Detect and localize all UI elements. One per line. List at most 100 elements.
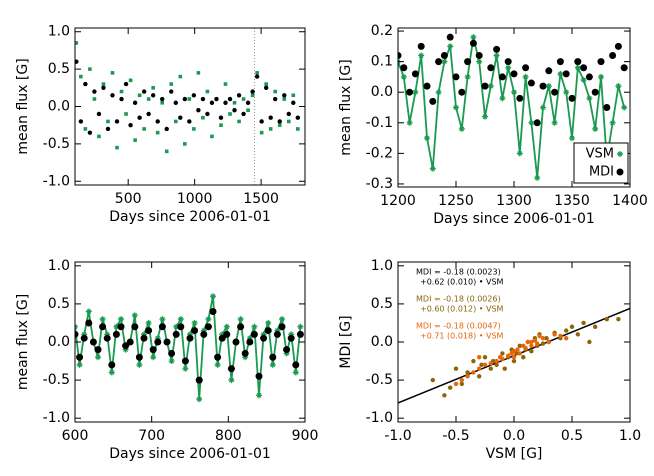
marker	[178, 74, 183, 79]
y-tick-label: 0.5	[48, 296, 70, 312]
annotation: +0.71 (0.018) • VSM	[420, 332, 504, 341]
marker	[412, 89, 419, 96]
marker	[286, 111, 291, 117]
marker	[191, 319, 198, 326]
series	[398, 34, 628, 181]
marker	[598, 73, 604, 80]
marker	[517, 343, 522, 349]
x-axis-label: VSM [G]	[486, 446, 543, 462]
marker	[181, 357, 189, 365]
marker	[237, 119, 241, 124]
marker	[506, 353, 511, 358]
marker	[122, 342, 130, 350]
marker	[177, 316, 184, 323]
x-tick-label: 500	[115, 191, 142, 207]
series	[75, 308, 304, 384]
panel: 600 700 800 900 -1.0 -0.5 0.0 0.5 1.0 Days since …	[15, 258, 318, 462]
y-tick-label: 0.1	[371, 54, 393, 70]
marker	[465, 374, 470, 379]
marker	[183, 142, 187, 146]
axes-box	[74, 27, 306, 186]
x-tick-label: 1300	[496, 193, 532, 209]
marker	[128, 78, 133, 83]
marker	[146, 111, 151, 117]
plot-area	[75, 28, 301, 185]
marker	[430, 377, 435, 383]
marker	[209, 308, 217, 316]
marker	[539, 82, 547, 90]
marker	[418, 52, 425, 59]
y-tick-label: -0.3	[366, 176, 393, 192]
marker	[260, 334, 268, 342]
marker	[609, 52, 617, 60]
marker	[118, 316, 124, 323]
marker	[291, 93, 296, 98]
marker	[603, 104, 611, 111]
marker	[97, 134, 101, 139]
marker	[223, 82, 228, 86]
marker	[564, 328, 569, 333]
y-tick-label: -1.0	[366, 410, 393, 426]
y-tick-label: 0.5	[48, 61, 70, 77]
marker	[173, 119, 178, 124]
marker	[133, 138, 137, 142]
marker	[131, 312, 138, 319]
marker	[191, 327, 199, 335]
marker	[295, 115, 301, 120]
marker	[435, 58, 443, 66]
marker	[604, 316, 609, 322]
marker	[616, 316, 621, 322]
marker	[163, 338, 171, 346]
marker	[429, 97, 437, 105]
x-tick-label: 600	[62, 428, 89, 444]
marker	[464, 58, 472, 66]
marker	[482, 362, 488, 368]
marker	[173, 323, 180, 330]
marker	[400, 64, 408, 72]
y-tick-label: -1.0	[43, 410, 70, 426]
marker	[292, 369, 299, 376]
marker	[471, 370, 476, 375]
marker	[277, 119, 282, 124]
marker	[117, 323, 125, 331]
marker	[87, 130, 93, 135]
marker	[75, 41, 79, 45]
y-tick-label: -0.5	[43, 136, 70, 152]
x-tick-label: 0.0	[503, 428, 525, 444]
marker	[459, 381, 464, 387]
marker	[135, 353, 143, 361]
marker	[88, 67, 92, 71]
marker	[209, 100, 215, 105]
marker	[534, 174, 541, 181]
marker	[155, 130, 160, 135]
x-tick-label: 1.0	[619, 428, 641, 444]
marker	[223, 330, 231, 338]
legend-box	[573, 142, 629, 184]
marker	[99, 316, 106, 323]
x-tick-label: 1200	[380, 193, 416, 209]
marker	[488, 361, 493, 366]
annotation: MDI = -0.18 (0.0047)	[416, 322, 501, 331]
y-tick-label: 1.0	[371, 258, 393, 274]
marker	[574, 58, 582, 66]
marker	[241, 349, 249, 357]
y-axis-label: mean flux [G]	[15, 294, 31, 390]
marker	[440, 52, 448, 60]
marker	[254, 74, 260, 79]
y-tick-label: 0.0	[371, 84, 393, 100]
series	[75, 59, 301, 135]
marker	[406, 119, 413, 126]
marker	[477, 366, 482, 371]
marker	[218, 115, 224, 120]
y-tick-label: 0.0	[371, 334, 393, 350]
marker	[196, 108, 201, 113]
marker	[551, 88, 559, 96]
marker	[479, 362, 484, 368]
marker	[182, 96, 188, 102]
marker	[200, 327, 207, 334]
marker	[615, 83, 622, 90]
marker	[296, 330, 304, 338]
marker	[268, 127, 273, 131]
marker	[94, 346, 102, 354]
marker	[201, 115, 205, 120]
